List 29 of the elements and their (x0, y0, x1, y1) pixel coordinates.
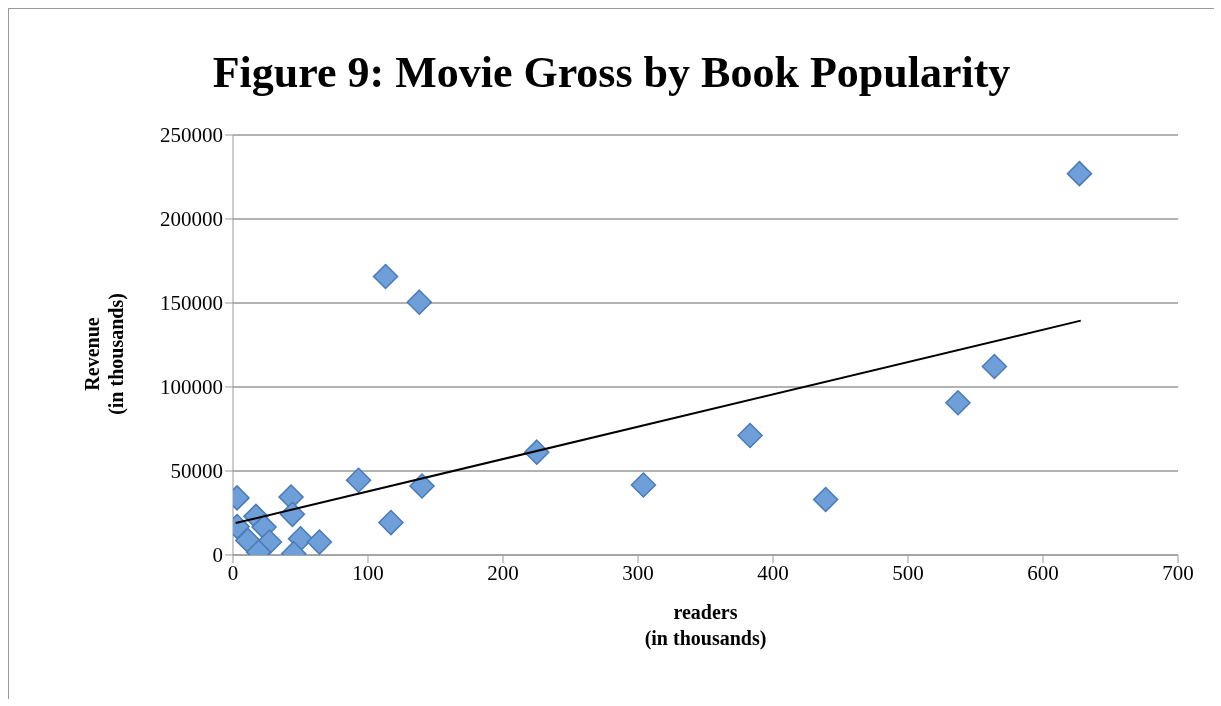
y-axis-title: Revenue (in thousands) (80, 293, 128, 415)
point (406, 289, 433, 315)
point (981, 353, 1008, 380)
point (306, 529, 333, 555)
y-tick-label: 50000 (170, 459, 223, 484)
chart-title: Figure 9: Movie Gross by Book Popularity (211, 47, 1012, 98)
y-tick-label: 100000 (160, 375, 223, 400)
point (630, 472, 657, 498)
point (345, 467, 372, 493)
y-tick-label: 0 (212, 543, 223, 568)
x-tick-label: 600 (1027, 560, 1059, 585)
x-tick-label: 400 (757, 560, 789, 585)
point (945, 390, 971, 416)
point (409, 473, 435, 499)
y-tick-label: 150000 (160, 291, 223, 316)
x-tick-label: 700 (1162, 560, 1194, 585)
x-tick-label: 100 (352, 560, 384, 585)
point (1066, 160, 1093, 187)
point (372, 263, 399, 290)
x-tick-label: 200 (487, 560, 519, 585)
x-tick-label: 0 (227, 560, 239, 585)
point (378, 509, 404, 536)
x-tick-label: 300 (622, 560, 654, 585)
x-tick-label: 500 (892, 560, 924, 585)
y-tick-label: 250000 (160, 123, 223, 148)
point (812, 486, 839, 513)
x-axis-title: readers (in thousands) (643, 600, 768, 651)
point (737, 422, 763, 449)
y-tick-label: 200000 (160, 207, 223, 232)
